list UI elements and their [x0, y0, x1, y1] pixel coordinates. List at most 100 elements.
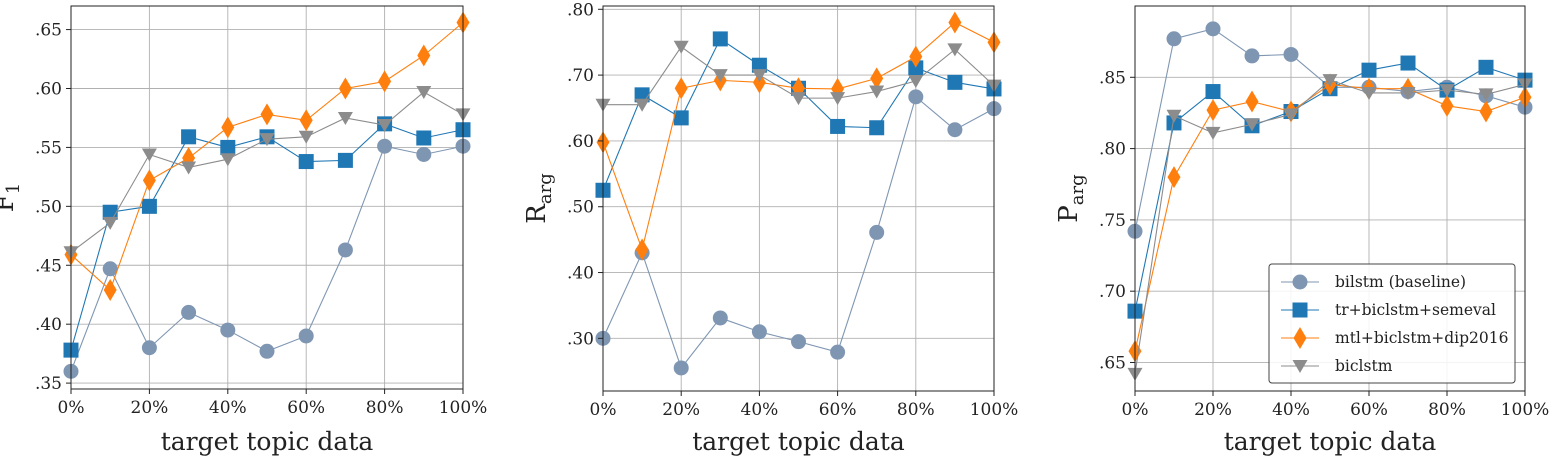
- x-axis-label: target topic data: [692, 427, 905, 456]
- x-tick-label: 60%: [1350, 400, 1388, 420]
- y-tick-label: .40: [35, 315, 62, 335]
- y-axis-label-subscript: 1: [3, 183, 24, 194]
- data-point-mtl: [417, 44, 431, 67]
- data-point-biclstm: [298, 130, 314, 144]
- legend-item-bilstm: bilstm (baseline): [1281, 273, 1466, 291]
- y-axis-label: Rarg: [522, 173, 556, 223]
- data-point-bilstm: [673, 360, 689, 376]
- data-point-tr: [673, 110, 689, 126]
- data-point-bilstm: [259, 343, 275, 359]
- data-point-bilstm: [1283, 46, 1299, 62]
- y-tick-label: .85: [1099, 68, 1126, 88]
- series-tr: [595, 31, 1002, 198]
- data-point-tr: [947, 74, 963, 90]
- data-point-mtl: [1206, 99, 1220, 122]
- y-tick-label: .65: [1099, 353, 1126, 373]
- legend-item-biclstm: biclstm: [1281, 357, 1393, 375]
- chart-f1: .35 .40 .45 .50 .55 .60 .65 0% 20% 40% 60% 80% 100% t…: [0, 5, 487, 456]
- data-point-tr: [416, 130, 432, 146]
- data-point-biclstm: [1283, 108, 1299, 122]
- data-point-bilstm: [947, 122, 963, 138]
- data-point-bilstm: [337, 242, 353, 258]
- data-point-bilstm: [791, 334, 806, 350]
- x-tick-label: 0%: [1122, 400, 1149, 420]
- y-tick-label: .60: [35, 79, 62, 99]
- data-point-biclstm: [869, 85, 885, 99]
- x-tick-label: 20%: [1194, 400, 1232, 420]
- data-point-mtl: [299, 109, 313, 132]
- data-point-mtl: [948, 11, 962, 34]
- y-axis-label: Parg: [1054, 174, 1088, 222]
- plot-area: [603, 6, 994, 391]
- data-point-biclstm: [712, 69, 728, 83]
- series-biclstm: [1127, 74, 1533, 381]
- y-tick-label: .80: [1099, 140, 1126, 160]
- data-point-mtl: [674, 77, 688, 100]
- data-point-biclstm: [947, 43, 963, 57]
- data-point-biclstm: [141, 148, 157, 162]
- data-point-bilstm: [1205, 21, 1221, 37]
- y-axis-label: F1: [0, 183, 24, 213]
- data-point-biclstm: [830, 92, 846, 106]
- data-point-mtl: [1440, 94, 1454, 117]
- data-point-biclstm: [1205, 126, 1221, 140]
- y-axis-label-main: F: [0, 194, 20, 212]
- y-tick-label: .35: [35, 374, 62, 394]
- legend-item-mtl: mtl+biclstm+dip2016: [1281, 327, 1509, 349]
- data-point-bilstm: [141, 340, 157, 356]
- data-point-tr: [298, 154, 314, 170]
- series-mtl: [64, 11, 470, 302]
- x-tick-label: 20%: [131, 398, 169, 418]
- data-point-tr: [141, 198, 157, 214]
- data-point-mtl: [909, 45, 923, 68]
- data-point-mtl: [870, 67, 884, 90]
- legend: bilstm (baseline) tr+biclstm+semeval mtl+b…: [1268, 263, 1516, 384]
- y-tick-label: .50: [567, 198, 594, 218]
- y-tick-label: .30: [567, 329, 594, 349]
- data-point-mtl: [1245, 90, 1259, 113]
- x-tick-label: 100%: [1501, 400, 1550, 420]
- data-point-biclstm: [1244, 118, 1260, 132]
- y-axis-label-main: R: [522, 203, 552, 224]
- y-axis-label-subscript: arg: [1067, 174, 1088, 205]
- x-tick-label: 80%: [1428, 400, 1466, 420]
- x-tick-label: 0%: [58, 398, 85, 418]
- data-point-biclstm: [1322, 74, 1338, 88]
- legend-box: [1268, 263, 1516, 384]
- data-point-mtl: [378, 70, 392, 93]
- data-point-biclstm: [634, 98, 650, 112]
- x-tick-label: 40%: [741, 400, 779, 420]
- x-tick-label: 100%: [970, 400, 1019, 420]
- y-tick-label: .50: [35, 197, 62, 217]
- data-point-mtl: [221, 116, 235, 139]
- data-point-biclstm: [1400, 86, 1416, 100]
- data-point-biclstm: [1439, 84, 1455, 98]
- y-tick-label: .45: [35, 256, 62, 276]
- data-point-tr: [908, 60, 924, 76]
- data-point-biclstm: [259, 133, 275, 147]
- data-point-biclstm: [751, 69, 767, 83]
- legend-marker: [1292, 360, 1308, 373]
- y-tick-label: .55: [35, 138, 62, 158]
- x-tick-label: 40%: [1272, 400, 1310, 420]
- data-point-biclstm: [1478, 88, 1494, 102]
- data-point-biclstm: [1166, 109, 1182, 123]
- data-point-biclstm: [102, 216, 118, 230]
- legend-marker: [1292, 274, 1308, 290]
- data-point-mtl: [635, 238, 649, 261]
- data-point-biclstm: [220, 153, 236, 167]
- data-point-mtl: [103, 279, 117, 302]
- series-mtl: [596, 11, 1001, 261]
- data-point-tr: [830, 118, 846, 134]
- axes-frame: [1134, 5, 1526, 392]
- data-point-mtl: [338, 77, 352, 100]
- data-point-tr: [337, 152, 353, 168]
- data-point-bilstm: [712, 310, 728, 326]
- y-axis-label-main: P: [1054, 205, 1084, 223]
- data-point-tr: [220, 139, 236, 155]
- plot-area: [71, 6, 463, 389]
- data-point-biclstm: [1361, 86, 1377, 100]
- data-point-tr: [1400, 55, 1416, 71]
- data-point-bilstm: [377, 138, 393, 154]
- legend-marker: [1293, 327, 1307, 349]
